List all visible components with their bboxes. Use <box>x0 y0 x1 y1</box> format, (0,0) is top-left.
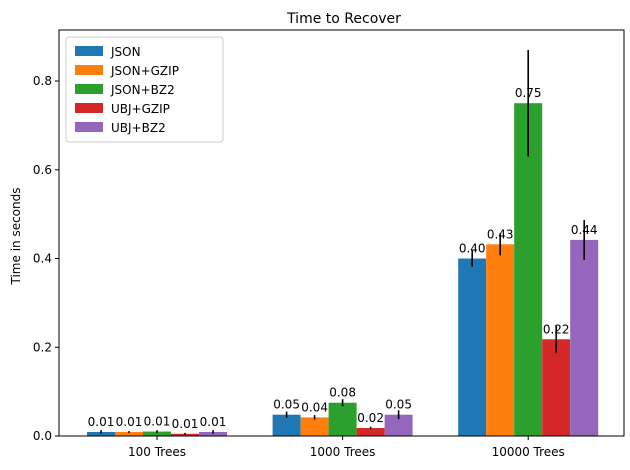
bar <box>384 414 413 436</box>
plot-frame <box>58 29 625 437</box>
legend-swatch <box>75 122 103 132</box>
data-label: 0.02 <box>357 411 384 425</box>
data-label: 0.40 <box>459 242 486 256</box>
bar <box>199 432 227 436</box>
legend: JSON JSON+GZIP JSON+BZ2 UBJ+GZIP UBJ+BZ2 <box>65 36 224 143</box>
bar <box>115 432 143 436</box>
data-label: 0.08 <box>329 386 356 400</box>
data-label: 0.01 <box>144 415 171 429</box>
bar <box>171 433 199 436</box>
legend-label: JSON+BZ2 <box>110 83 175 97</box>
legend-swatch <box>75 84 103 94</box>
y-tick-label: 0.4 <box>33 252 52 266</box>
data-label: 0.01 <box>88 415 115 429</box>
data-label: 0.01 <box>200 415 227 429</box>
x-tick-label: 100 Trees <box>128 445 186 459</box>
bar <box>542 339 571 436</box>
legend-label: UBJ+BZ2 <box>111 121 166 135</box>
bar <box>87 432 115 436</box>
data-label: 0.75 <box>515 86 542 100</box>
data-label: 0.05 <box>273 398 300 412</box>
bar <box>143 431 171 436</box>
bar <box>458 258 487 436</box>
bar <box>300 417 329 436</box>
data-label: 0.44 <box>571 223 598 237</box>
legend-box <box>65 36 224 143</box>
legend-label: JSON+GZIP <box>110 64 179 78</box>
y-tick-label: 0.8 <box>33 74 52 88</box>
y-tick-label: 0.0 <box>33 429 52 443</box>
bar <box>356 428 385 436</box>
bar <box>328 402 357 436</box>
legend-swatch <box>75 46 103 56</box>
x-tick-label: 10000 Trees <box>492 445 565 459</box>
chart-title: Time to Recover <box>286 11 401 27</box>
y-axis-label: Time in seconds <box>9 188 23 286</box>
legend-swatch <box>75 65 103 75</box>
data-label: 0.43 <box>487 227 514 241</box>
bar <box>514 103 543 437</box>
x-tick-label: 1000 Trees <box>310 445 376 459</box>
legend-label: JSON <box>110 45 141 59</box>
data-label: 0.01 <box>172 417 199 431</box>
data-label: 0.22 <box>543 322 570 336</box>
legend-label: UBJ+GZIP <box>111 102 170 116</box>
plot-area: 0.0 0.2 0.4 0.6 0.8 100 Trees 1000 Trees 10000 … <box>33 49 599 459</box>
data-label: 0.01 <box>116 415 143 429</box>
y-tick-label: 0.6 <box>33 163 52 177</box>
data-label: 0.05 <box>385 398 412 412</box>
bar <box>272 414 301 436</box>
legend-swatch <box>75 103 103 113</box>
bar <box>486 244 515 436</box>
data-label: 0.04 <box>301 400 328 414</box>
bar <box>570 239 599 436</box>
y-tick-label: 0.2 <box>33 340 52 354</box>
